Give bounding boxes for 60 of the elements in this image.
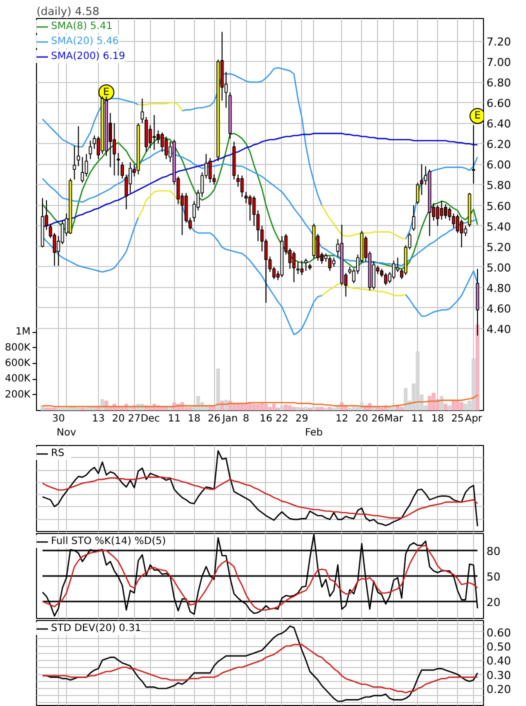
x-tick-label: 27 [128,414,141,424]
text: SMA(8) 5.41 [51,20,112,33]
x-tick-label: 8 [242,414,250,424]
y2-tick-label: 1M [16,326,31,338]
y-tick-label: 0.20 [486,683,511,696]
x-tick-label: 13 [92,414,105,424]
legend-label: Full STO %K(14) %D(5) [51,535,166,548]
y-tick-label: 5.60 [486,200,511,213]
x-tick-label: 12 [335,414,348,424]
y-tick-label: 0.60 [486,626,511,640]
y-tick-label: 50 [486,570,500,584]
x-tick-label: 11 [168,414,181,424]
y-tick-label: 0.50 [486,640,511,654]
x-tick-label: 16 [260,414,272,424]
y2-tick-label: 400K [4,374,31,385]
legend-label: RS [51,447,66,460]
y-tick-label: 0.40 [486,654,511,668]
y-tick-label: 5.00 [486,261,511,274]
x-tick-label: Nov [56,428,76,438]
series-label: E [474,110,481,122]
y-tick-label: 6.80 [486,76,511,90]
x-tick-label: 29 [296,414,308,424]
y-tick-label: 7.00 [486,56,511,70]
x-tick-label: 18 [431,414,444,424]
y-tick-label: 5.40 [486,220,511,234]
y-tick-label: 7.20 [486,36,511,49]
x-tick-label: 18 [188,414,201,424]
y-tick-label: 4.60 [486,302,511,316]
x-tick-label: 26 [371,414,384,424]
y-tick-label: 6.00 [486,158,511,172]
y-tick-label: 6.60 [486,97,511,110]
y-tick-label: 20 [486,596,500,609]
y-tick-label: 4.80 [486,282,511,295]
x-tick-label: 26 [208,414,220,424]
x-tick-label: 11 [411,414,424,424]
x-tick-label: Dec [140,414,160,424]
y-tick-label: 6.20 [486,138,511,152]
y-tick-label: 6.40 [486,118,511,131]
text: SMA(200) 6.19 [51,50,126,63]
text: SMA(20) 5.46 [51,35,119,48]
y2-tick-label: 600K [4,358,31,369]
x-tick-label: Mar [384,414,404,424]
x-tick-label: 20 [355,414,368,424]
x-tick-label: Jan [221,414,238,424]
legend-label: STD DEV(20) 0.31 [51,622,142,635]
x-tick-label: 20 [112,414,125,424]
y2-tick-label: 800K [4,342,31,354]
y-tick-label: 0.30 [486,668,511,682]
x-tick-label: 25 [451,414,464,424]
chart-title: (daily) 4.58 [36,5,100,18]
y-tick-label: 80 [486,545,500,558]
y2-tick-label: 200K [4,389,31,400]
y-tick-label: 5.20 [486,240,511,254]
x-tick-label: 30 [52,414,65,424]
x-tick-label: 22 [276,414,288,424]
x-tick-label: Apr [464,414,484,424]
x-tick-label: Feb [305,428,323,438]
y-tick-label: 4.40 [486,322,511,336]
y-tick-label: 5.80 [486,179,511,192]
text: E [103,86,110,98]
